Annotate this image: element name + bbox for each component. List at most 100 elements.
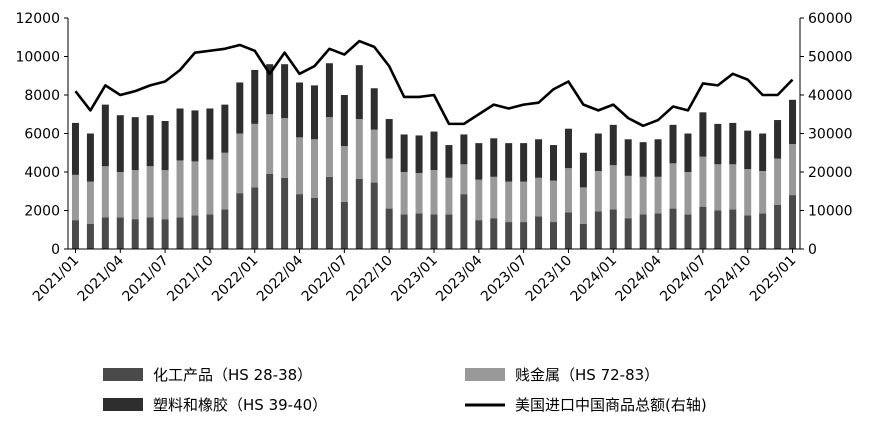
bar-segment-plastics — [236, 82, 244, 134]
bar-segment-metals — [520, 181, 528, 223]
bar-segment-chemicals — [669, 208, 677, 249]
bar-segment-metals — [71, 174, 79, 221]
x-tick-label: 2024/04 — [612, 252, 665, 305]
bar-segment-plastics — [176, 108, 184, 161]
x-tick-label: 2024/07 — [657, 253, 709, 305]
bar-segment-chemicals — [340, 201, 348, 249]
legend-item-plastics: 塑料和橡胶（HS 39-40） — [103, 396, 327, 414]
bar-segment-plastics — [281, 64, 289, 119]
bar-segment-plastics — [71, 122, 79, 175]
bar-segment-metals — [281, 118, 289, 178]
bar-segment-chemicals — [221, 209, 229, 249]
bar-segment-metals — [729, 164, 737, 210]
bar-segment-metals — [699, 156, 707, 207]
bar-segment-metals — [669, 163, 677, 209]
right-tick-label: 20000 — [808, 165, 853, 181]
bar-segment-metals — [131, 170, 139, 220]
right-axis-ticks: 0 10000 20000 30000 40000 50000 60000 — [800, 11, 853, 258]
bar-segment-plastics — [699, 112, 707, 157]
bar-segment-metals — [221, 152, 229, 210]
bar-segment-metals — [475, 179, 483, 221]
bar-segment-metals — [266, 114, 274, 174]
x-tick-label: 2021/07 — [119, 253, 171, 305]
bar-segment-plastics — [475, 143, 483, 180]
bar-segment-plastics — [460, 134, 468, 165]
legend-label-plastics: 塑料和橡胶（HS 39-40） — [153, 396, 327, 414]
x-tick-label: 2024/10 — [702, 253, 754, 305]
bar-segment-metals — [415, 172, 423, 214]
x-tick-label: 2021/04 — [75, 252, 128, 305]
bar-segment-metals — [116, 172, 124, 218]
bar-segment-plastics — [564, 128, 572, 169]
bar-segment-metals — [714, 164, 722, 211]
bar-segment-chemicals — [490, 218, 498, 249]
bar-segment-chemicals — [415, 213, 423, 249]
bar-segment-plastics — [774, 120, 782, 159]
bar-segment-chemicals — [535, 216, 543, 249]
bar-segment-chemicals — [370, 182, 378, 249]
bar-segment-metals — [400, 172, 408, 215]
bar-segment-chemicals — [266, 173, 274, 249]
bar-segment-chemicals — [445, 214, 453, 249]
bar-segment-chemicals — [161, 219, 169, 249]
bar-segment-chemicals — [579, 223, 587, 249]
bar-segment-plastics — [684, 133, 692, 172]
bar-segment-plastics — [550, 145, 558, 181]
bar-segment-chemicals — [624, 218, 632, 249]
x-tick-label: 2024/01 — [568, 253, 620, 305]
legend-item-total: 美国进口中国商品总额(右轴) — [465, 396, 707, 414]
bar-segment-plastics — [714, 123, 722, 165]
legend-item-chemicals: 化工产品（HS 28-38） — [103, 366, 312, 384]
legend: 化工产品（HS 28-38） 贱金属（HS 72-83） 塑料和橡胶（HS 39… — [103, 366, 707, 414]
bar-segment-plastics — [101, 104, 109, 167]
bar-segment-plastics — [296, 82, 304, 138]
bar-segment-chemicals — [101, 217, 109, 249]
bar-segment-metals — [789, 144, 797, 196]
bar-segment-plastics — [729, 122, 737, 165]
bar-segment-chemicals — [310, 197, 318, 249]
left-tick-label: 2000 — [24, 204, 60, 220]
bar-segment-plastics — [639, 142, 647, 177]
x-tick-label: 2022/10 — [344, 253, 396, 305]
bar-segment-metals — [639, 176, 647, 215]
bar-segment-chemicals — [520, 222, 528, 249]
bar-segment-plastics — [505, 143, 513, 182]
bar-segment-chemicals — [699, 206, 707, 249]
bar-segment-chemicals — [131, 219, 139, 249]
bar-segment-plastics — [400, 134, 408, 172]
bar-segment-plastics — [594, 133, 602, 172]
bar-segment-chemicals — [789, 195, 797, 249]
bar-segment-metals — [579, 187, 587, 224]
bar-segment-plastics — [266, 64, 274, 115]
bar-segment-plastics — [759, 133, 767, 172]
x-tick-label: 2021/01 — [30, 253, 82, 305]
bar-segment-metals — [340, 146, 348, 202]
bar-segment-chemicals — [191, 215, 199, 249]
legend-swatch-metals — [465, 368, 505, 381]
bar-segment-metals — [385, 158, 393, 209]
bar-segment-chemicals — [251, 187, 259, 249]
bar-segment-plastics — [221, 104, 229, 153]
bar-segment-metals — [445, 177, 453, 215]
bar-segment-metals — [251, 123, 259, 188]
bar-segment-plastics — [654, 139, 662, 177]
right-tick-label: 60000 — [808, 11, 853, 27]
bar-segment-plastics — [430, 131, 438, 171]
line-layer — [74, 39, 794, 128]
bar-segment-chemicals — [639, 214, 647, 249]
bars-layer — [71, 63, 797, 250]
bar-segment-chemicals — [550, 222, 558, 249]
bar-segment-plastics — [206, 108, 214, 160]
left-tick-label: 10000 — [15, 50, 60, 66]
bar-segment-metals — [101, 166, 109, 218]
bar-segment-metals — [355, 119, 363, 179]
bar-segment-chemicals — [176, 217, 184, 249]
bar-segment-metals — [759, 171, 767, 214]
bar-segment-plastics — [579, 152, 587, 188]
legend-label-total: 美国进口中国商品总额(右轴) — [515, 396, 707, 414]
x-tick-label: 2022/01 — [209, 253, 261, 305]
right-tick-label: 40000 — [808, 88, 853, 104]
bar-segment-metals — [430, 170, 438, 215]
bar-segment-chemicals — [505, 222, 513, 249]
bar-segment-chemicals — [86, 223, 94, 249]
